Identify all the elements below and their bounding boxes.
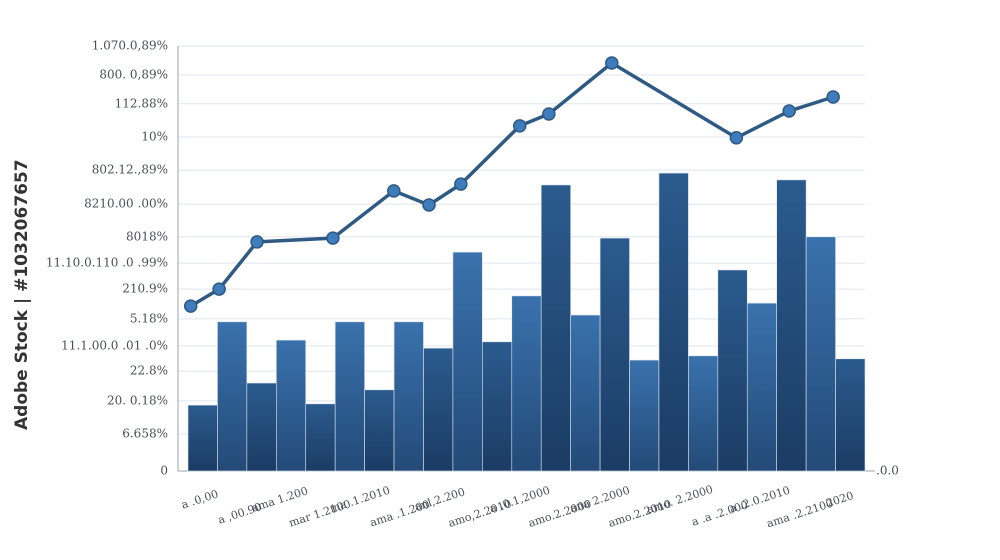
x-tick-label: a .2.0.2010 bbox=[728, 484, 792, 516]
bar bbox=[599, 237, 630, 472]
bar bbox=[835, 358, 866, 472]
bar bbox=[305, 403, 336, 472]
y-tick-label: 802.12.,89% bbox=[92, 163, 168, 177]
y-tick-label: 800. 0,89% bbox=[99, 67, 168, 81]
line-point bbox=[512, 119, 527, 133]
bar bbox=[334, 321, 365, 472]
x-tick-label: ama 1.200 bbox=[250, 484, 310, 514]
line-point bbox=[422, 198, 436, 212]
y-tick-label: 20. 0.18% bbox=[107, 393, 168, 407]
line-point bbox=[183, 299, 198, 313]
right-label: .0.0 bbox=[876, 464, 899, 478]
line-point bbox=[729, 131, 744, 145]
bar bbox=[393, 321, 424, 472]
line-point bbox=[250, 235, 264, 249]
y-tick-label: 210.9% bbox=[122, 282, 168, 296]
bar bbox=[570, 314, 601, 472]
bar bbox=[629, 359, 660, 472]
bar bbox=[246, 382, 277, 472]
y-tick-label: 0 bbox=[160, 464, 168, 478]
line-point bbox=[454, 177, 468, 191]
line-point bbox=[605, 56, 619, 70]
line-point bbox=[387, 184, 401, 198]
y-tick-label: 5.18% bbox=[130, 311, 168, 325]
bar bbox=[746, 302, 777, 472]
line-point bbox=[542, 107, 556, 121]
bar bbox=[776, 179, 807, 472]
bar bbox=[717, 269, 748, 472]
y-tick-label: 8210.00 .00% bbox=[84, 197, 168, 211]
line-point bbox=[782, 104, 796, 118]
x-tick-label: ana 2.2000 bbox=[568, 484, 631, 516]
bar bbox=[688, 355, 719, 472]
y-tick-label: 11.1.00.0 .01 .0% bbox=[61, 339, 168, 353]
x-tick-label: anl,2.200 bbox=[413, 485, 467, 513]
y-tick-label: 112.88% bbox=[115, 96, 168, 110]
bar bbox=[187, 404, 218, 472]
x-tick-label: a .0,00 bbox=[180, 487, 220, 511]
y-tick-label: 1.070.0,89% bbox=[92, 39, 168, 53]
watermark: Adobe Stock | #1032067657 bbox=[12, 159, 32, 430]
line-point bbox=[212, 282, 226, 296]
y-tick-label: 6.658% bbox=[122, 427, 168, 441]
bar bbox=[658, 172, 689, 472]
bar bbox=[217, 321, 248, 472]
x-tick-label: ama .2.2100 bbox=[765, 497, 835, 531]
x-tick-label: ma .1.2010 bbox=[328, 484, 391, 516]
line-point bbox=[826, 90, 840, 104]
y-tick-label: 22.8% bbox=[130, 364, 168, 378]
x-tick-label: a .0.1,2000 bbox=[488, 484, 552, 516]
bar bbox=[540, 184, 571, 472]
line-point bbox=[326, 231, 340, 245]
bar bbox=[276, 339, 307, 472]
y-tick-label: 10% bbox=[141, 129, 168, 143]
y-tick-label: 8018% bbox=[126, 229, 168, 243]
x-tick-label: 2020 bbox=[825, 489, 856, 510]
bar bbox=[423, 347, 454, 472]
bar bbox=[511, 295, 542, 472]
y-tick-label: 11.10.0.110 .0 .99% bbox=[46, 256, 168, 270]
bar bbox=[482, 341, 513, 472]
bar bbox=[452, 251, 483, 472]
bar bbox=[805, 236, 836, 472]
bar bbox=[364, 389, 395, 472]
line bbox=[189, 61, 834, 308]
